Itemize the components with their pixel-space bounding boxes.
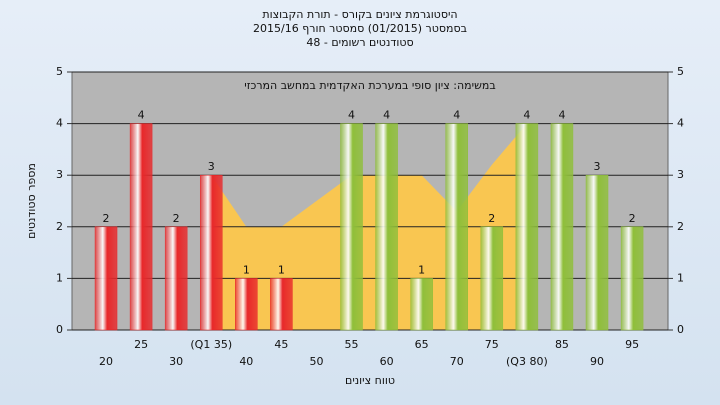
y-tick-label: 0 [56,323,63,336]
chart-subtitle: סטודנטים רשומים - 48 [306,36,413,49]
y-tick-label: 4 [56,117,63,130]
bar [94,226,118,331]
y2-tick-label: 3 [677,168,684,181]
bar [235,278,258,331]
x-axis-label: טווח ציונים [345,374,395,387]
data-label: 2 [103,212,110,225]
bar [375,123,398,331]
bar [410,278,433,331]
data-label: 4 [453,109,460,122]
x-tick-label: 60 [380,355,394,368]
x-tick-label: 20 [99,355,113,368]
bar [445,123,468,331]
x-tick-label: 75 [485,338,499,351]
y-tick-label: 3 [56,168,63,181]
x-tick-label: 30 [169,355,183,368]
chart-title: היסטוגרמת ציונים בקורס - תורת הקבוצות [262,8,457,21]
bar [480,226,504,331]
y-tick-label: 5 [56,65,63,78]
y-axis-label: מספר סטודנטים [25,163,38,239]
x-tick-label: 95 [625,338,639,351]
data-label: 1 [243,263,250,276]
x-tick-label: 40 [239,355,253,368]
y2-tick-label: 0 [677,323,684,336]
data-label: 2 [488,212,495,225]
annotation: במשימה: ציון סופי במערכת האקדמית במחשב ה… [244,79,495,92]
bar [270,278,293,331]
bar [199,174,223,331]
x-tick-label: 55 [345,338,359,351]
y-tick-label: 2 [56,220,63,233]
bar [340,123,363,331]
x-tick-label: 90 [590,355,604,368]
bar [620,226,644,331]
bar [550,123,574,331]
x-tick-label: 45 [274,338,288,351]
chart-subtitle: בסמסטר (01/2015) סמסטר חורף 2015/16 [253,22,467,35]
data-label: 2 [173,212,180,225]
x-tick-label: 50 [309,355,323,368]
bar [515,123,539,331]
data-label: 4 [348,109,355,122]
y2-tick-label: 4 [677,117,684,130]
bar [129,123,153,331]
data-label: 2 [629,212,636,225]
x-tick-label: 85 [555,338,569,351]
bar [585,174,609,331]
data-label: 4 [138,109,145,122]
data-label: 4 [558,109,565,122]
y2-tick-label: 1 [677,271,684,284]
x-tick-label: (Q3 80) [506,355,548,368]
data-label: 1 [418,263,425,276]
y-tick-label: 1 [56,271,63,284]
x-tick-label: (Q1 35) [190,338,232,351]
data-label: 3 [208,160,215,173]
data-label: 4 [523,109,530,122]
bar [164,226,188,331]
y2-tick-label: 2 [677,220,684,233]
y2-tick-label: 5 [677,65,684,78]
data-label: 4 [383,109,390,122]
data-label: 3 [594,160,601,173]
x-tick-label: 65 [415,338,429,351]
x-tick-label: 70 [450,355,464,368]
x-tick-label: 25 [134,338,148,351]
data-label: 1 [278,263,285,276]
